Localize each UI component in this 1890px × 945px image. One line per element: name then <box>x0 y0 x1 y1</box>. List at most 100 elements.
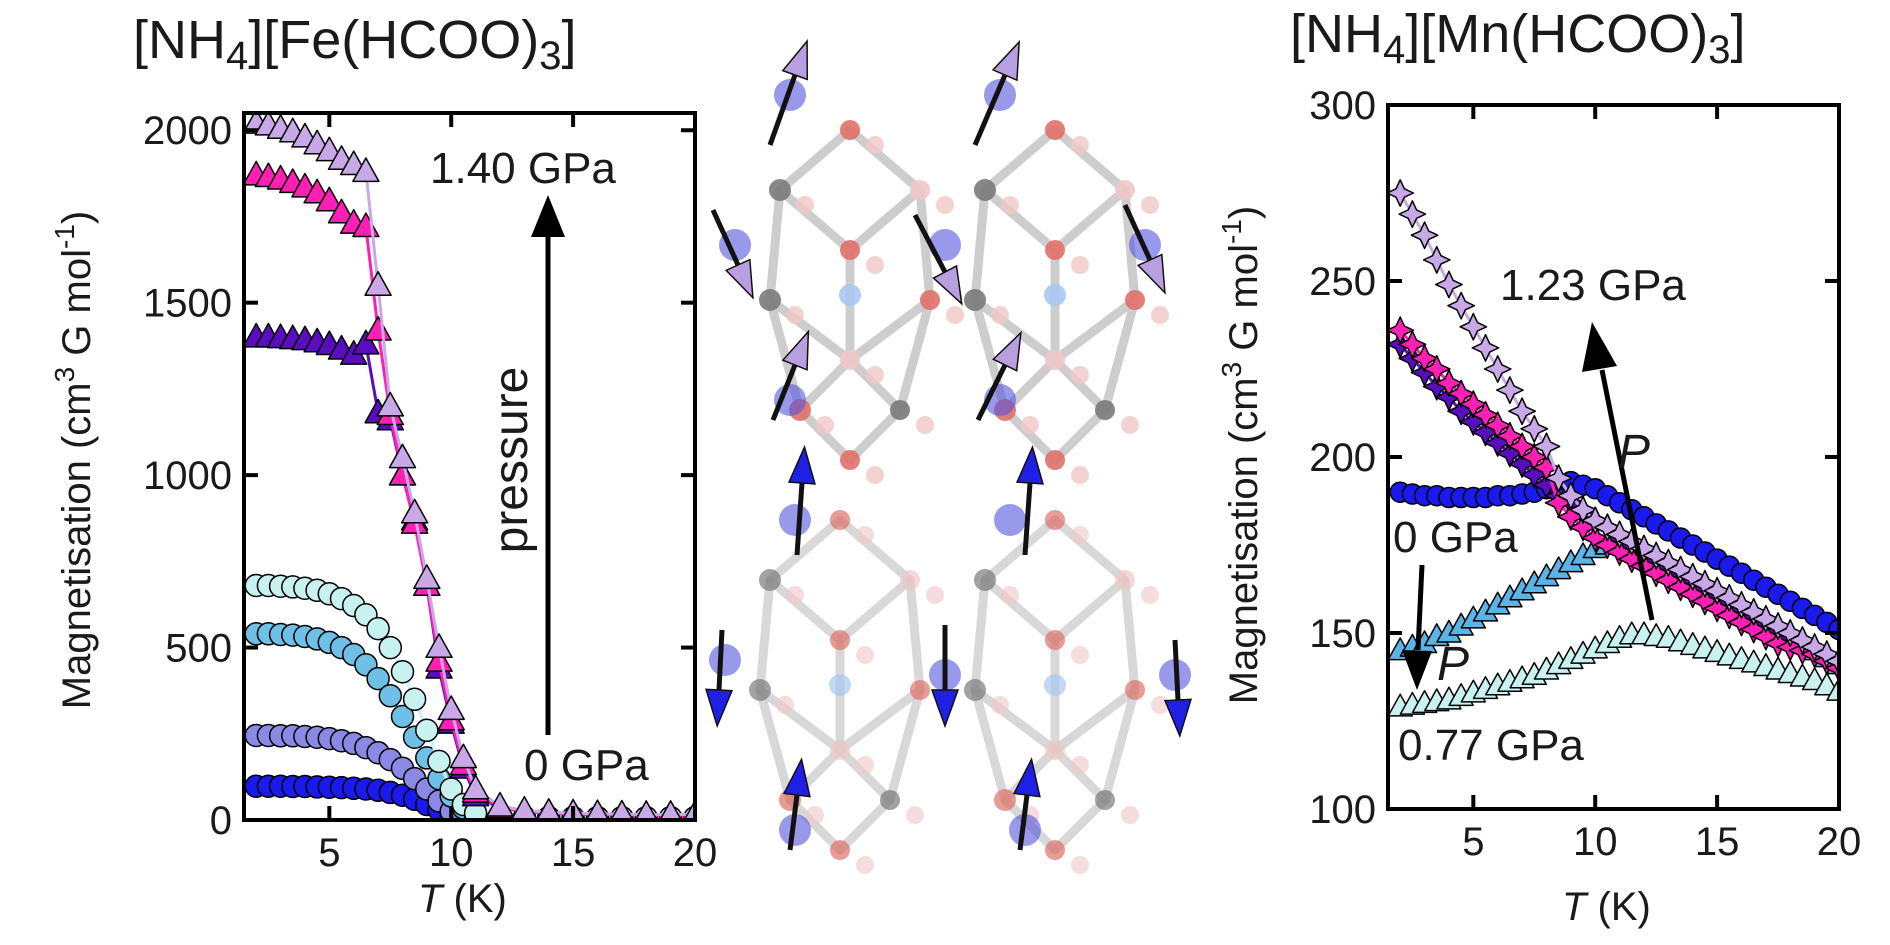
fe-series-7-point <box>364 271 392 296</box>
fe-y-tick-label: 1500 <box>143 282 232 326</box>
mn-series-6-point <box>1520 414 1549 443</box>
mn-series-6-point <box>1727 590 1756 619</box>
mn-series-6-point <box>1435 270 1463 299</box>
fe-series-7-point <box>585 799 610 820</box>
mn-series-6-point <box>1605 520 1634 549</box>
fe-series-3-point <box>390 704 415 729</box>
mn-series-6-point <box>1678 562 1707 591</box>
mn-series-6-point <box>1471 333 1500 362</box>
fe-low-pressure-label: 0 GPa <box>524 741 649 790</box>
mn-x-tick-label: 5 <box>1462 820 1484 864</box>
fe-series-6-point <box>327 198 356 224</box>
mn-y-axis-label: Magnetisation (cm3 G mol-1) <box>1216 206 1266 704</box>
mn-panel: [NH4][Mn(HCOO)3] 5 10 15 20100150200250300 … <box>1216 4 1861 929</box>
crystal-structure-illustration <box>704 39 1193 874</box>
structure-bonds <box>755 125 1140 855</box>
fe-series-6 <box>244 160 695 820</box>
fe-series-7 <box>244 113 695 820</box>
fe-series-7-point <box>510 795 539 820</box>
mn-series-6-point <box>1654 548 1683 577</box>
fe-series-4-point <box>378 635 403 660</box>
mn-series-5-point <box>1495 421 1524 450</box>
mn-series-6-point <box>1581 506 1610 535</box>
fe-x-tick-label: 10 <box>429 831 474 875</box>
mn-series-6-point <box>1812 640 1839 669</box>
mn-pressure-symbol-up: P <box>1618 426 1650 479</box>
mn-series-6-point <box>1800 633 1829 662</box>
mn-series-3 <box>1388 621 1839 717</box>
mn-series-6-point <box>1398 200 1427 229</box>
mn-series-5-point <box>1520 443 1549 471</box>
mn-series-6-point <box>1569 495 1597 524</box>
fe-series-7-point <box>425 633 453 659</box>
fe-pressure-arrowhead <box>531 195 565 237</box>
mn-x-tick-label: 15 <box>1695 820 1740 864</box>
fe-x-axis-label: T (K) <box>418 877 507 921</box>
mn-series-5-point <box>1410 344 1439 373</box>
fe-series-7-point <box>683 800 695 820</box>
fe-high-pressure-label: 1.40 GPa <box>430 144 616 193</box>
fe-pressure-label: pressure <box>485 367 538 554</box>
fe-series-7-point <box>449 743 478 769</box>
mn-series-6-point <box>1483 355 1512 383</box>
fe-series-7-point <box>461 774 490 800</box>
mn-series-6-point <box>1422 245 1451 274</box>
fe-plot-area <box>244 113 695 820</box>
fe-series-7-point <box>634 800 658 820</box>
fe-y-tick-label: 2000 <box>143 109 232 153</box>
mn-series-5-point <box>1690 587 1719 616</box>
fe-series-7-point <box>388 443 417 469</box>
mn-series-6-point <box>1508 397 1537 426</box>
mn-plot-area <box>1388 179 1839 717</box>
fe-y-axis-label: Magnetisation (cm3 G mol-1) <box>49 211 99 709</box>
mn-series-6-point <box>1410 221 1439 250</box>
mn-series-5-point <box>1435 369 1463 398</box>
mn-series-5-point <box>1715 601 1744 630</box>
mn-x-tick-label: 20 <box>1817 820 1862 864</box>
fe-x-tick-label: 5 <box>318 831 340 875</box>
mn-series-6-point <box>1388 179 1415 207</box>
mn-series-6-point <box>1739 597 1768 626</box>
mn-pressure-arrowhead-down <box>1402 650 1432 690</box>
mn-series-6-point <box>1825 647 1839 676</box>
fe-series-7-point <box>610 799 634 820</box>
fe-series-6-point <box>364 315 392 341</box>
mn-y-tick-label: 300 <box>1309 84 1376 128</box>
structure-atoms <box>709 79 1191 874</box>
fe-y-tick-label: 500 <box>165 627 232 671</box>
mn-series-6-point <box>1788 626 1817 654</box>
mn-series-5-point <box>1508 432 1537 461</box>
fe-series-6-point <box>425 646 453 672</box>
mn-x-tick-label: 10 <box>1573 820 1618 864</box>
mn-series-3-point <box>1826 677 1839 701</box>
mn-series-6-point <box>1617 527 1646 556</box>
mn-series-6-point <box>1593 513 1622 542</box>
mn-pressure-symbol-down: P <box>1437 638 1469 691</box>
mn-series-6-point <box>1532 432 1561 461</box>
mn-high-pressure-label: 1.23 GPa <box>1500 261 1686 310</box>
fe-series-4-point <box>366 616 390 641</box>
fe-y-tick-label: 0 <box>210 799 232 843</box>
mn-series-6-point <box>1666 555 1695 584</box>
fe-series-7-point <box>400 498 429 524</box>
mn-series-5-point <box>1825 654 1839 683</box>
mn-series-5-point <box>1642 559 1671 588</box>
fe-series-7-point <box>437 695 465 721</box>
fe-series-7-point <box>413 564 441 590</box>
mn-series-5-point <box>1739 615 1768 644</box>
fe-series-4-point <box>390 659 415 684</box>
fe-x-tick-label: 15 <box>551 831 596 875</box>
mn-y-tick-label: 200 <box>1309 436 1376 480</box>
mn-panel-title: [NH4][Mn(HCOO)3] <box>1290 4 1746 72</box>
mn-low-pressure-label: 0 GPa <box>1393 513 1518 562</box>
mn-series-6-point <box>1715 583 1744 612</box>
mn-pressure-arrowhead-up <box>1582 322 1617 372</box>
fe-panel: [NH4][Fe(HCOO)3] 5 10 15 20 0 500 1000 1500 2000… <box>49 10 717 921</box>
mn-y-tick-label: 250 <box>1309 260 1376 304</box>
mn-series-6-point <box>1544 464 1573 493</box>
mn-series-6-point <box>1776 619 1805 647</box>
mn-series-5-point <box>1447 379 1476 408</box>
fe-series-7-point <box>536 798 562 820</box>
mn-series-5-point <box>1654 566 1683 595</box>
mn-series-6-point <box>1751 604 1780 633</box>
